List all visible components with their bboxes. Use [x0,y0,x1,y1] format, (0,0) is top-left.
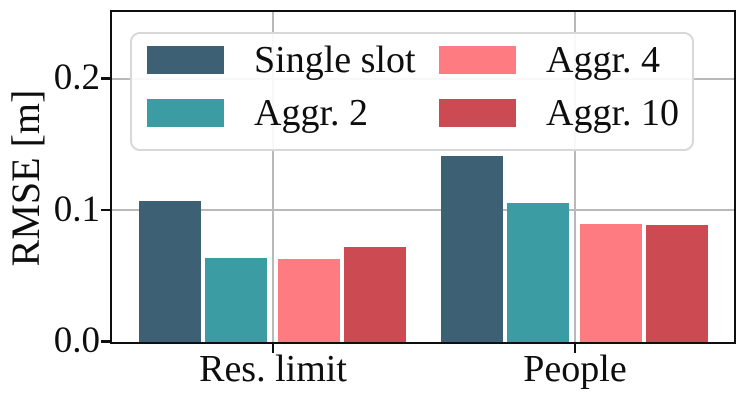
gridline-vertical [271,12,274,342]
gridline-horizontal [112,209,734,212]
legend-label: Aggr. 2 [254,91,368,134]
legend-label: Aggr. 10 [546,91,679,134]
legend-item: Aggr. 2 [147,94,439,132]
bar-aggr-10-people [646,224,708,342]
xtick-label-res-limit: Res. limit [199,348,347,390]
ytick-label-0.1: 0.1 [53,189,100,230]
bar-aggr-4-people [580,223,642,342]
ytick-label-0.0: 0.0 [53,320,100,361]
bar-aggr-4-res-limit [278,259,340,342]
legend-swatch [147,46,224,75]
y-tickmark [101,340,110,343]
legend-item: Single slot [147,41,439,79]
bar-single-slot-res-limit [139,201,201,342]
y-tickmark [101,208,110,212]
legend-label: Aggr. 4 [546,39,660,82]
legend-item: Aggr. 10 [439,94,679,132]
legend-item: Aggr. 4 [439,41,679,79]
bar-aggr-2-people [507,202,569,342]
xtick-label-people: People [523,348,627,390]
bar-single-slot-people [441,156,503,342]
legend-swatch [147,98,224,127]
bar-aggr-10-res-limit [344,247,406,342]
x-tickmark [573,344,577,353]
x-tickmark [271,344,275,353]
ytick-label-0.2: 0.2 [53,57,100,98]
gridline-vertical [573,12,576,342]
legend: Single slot Aggr. 2 Aggr. 4 Aggr. 10 [130,32,694,151]
legend-label: Single slot [254,39,416,82]
y-axis-label: RMSE [m] [3,89,48,267]
y-tickmark [101,77,110,80]
legend-swatch [439,98,516,127]
legend-swatch [439,46,516,75]
bar-aggr-2-res-limit [205,257,267,342]
